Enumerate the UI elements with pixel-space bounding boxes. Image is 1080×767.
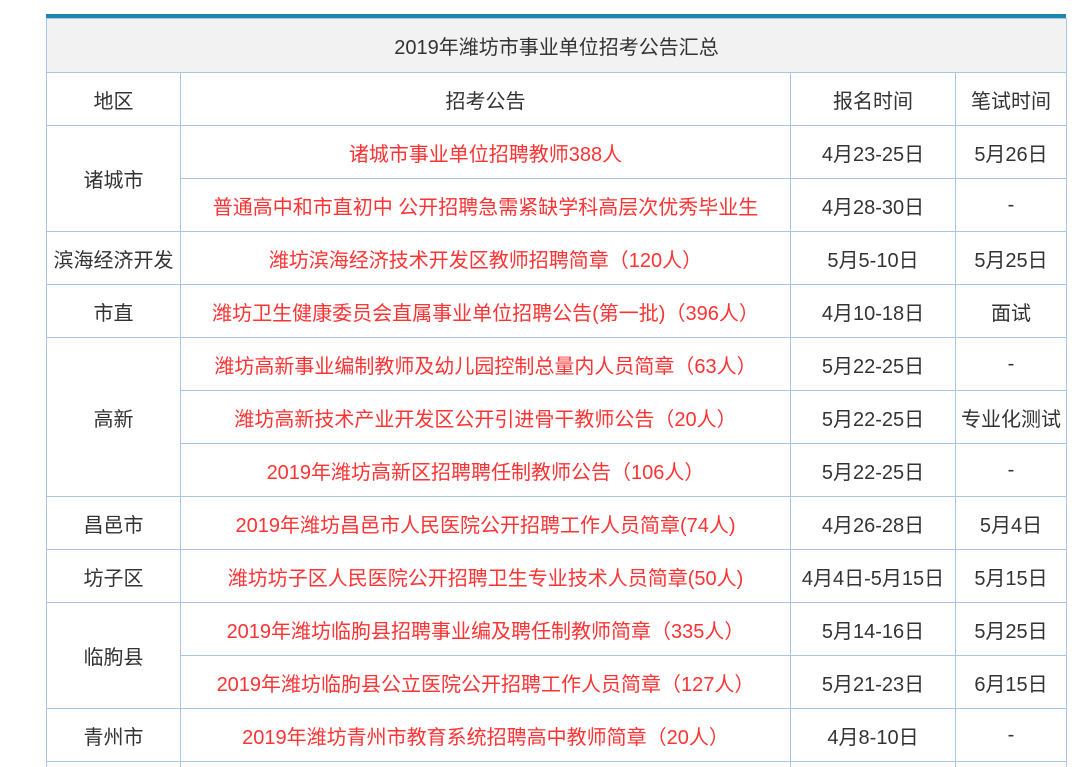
announcement-link[interactable]: 潍坊高新技术产业开发区公开引进骨干教师公告（20人） (180, 390, 791, 444)
signup-time-cell: 4月28-30日 (790, 178, 956, 232)
column-header-exam-time: 笔试时间 (955, 72, 1067, 126)
exam-time-cell: 面试 (955, 284, 1067, 338)
signup-time-cell: 4月8-10日 (790, 708, 956, 762)
announcement-link[interactable]: 潍坊卫生健康委员会直属事业单位招聘公告(第一批)（396人） (180, 284, 791, 338)
column-header-signup-time: 报名时间 (790, 72, 956, 126)
table-row: 高新 潍坊高新事业编制教师及幼儿园控制总量内人员简章（63人） 5月22-25日… (46, 337, 1067, 497)
region-cell: 临朐县 (46, 602, 181, 709)
region-cell: 市直 (46, 284, 181, 338)
column-header-region: 地区 (46, 72, 181, 126)
region-cell: 昌邑市 (46, 496, 181, 550)
signup-time-cell: 5月14-16日 (790, 602, 956, 656)
table-row: 2019年潍坊高新区招聘聘任制教师公告（106人） 5月22-25日 - (47, 443, 1067, 497)
announcement-link[interactable]: 2019年潍坊昌邑市人民医院公开招聘工作人员简章(74人) (180, 496, 791, 550)
announcement-link[interactable]: 2019年潍坊临朐县公立医院公开招聘工作人员简章（127人） (180, 655, 791, 709)
region-cell: 高新 (46, 337, 181, 497)
announcement-link[interactable]: 潍坊坊子区人民医院公开招聘卫生专业技术人员简章(50人) (180, 549, 791, 603)
table-row: 滨海经济开发 潍坊滨海经济技术开发区教师招聘简章（120人） 5月5-10日 5… (46, 231, 1067, 285)
exam-time-cell: 专业化测试 (955, 390, 1067, 444)
table-row: 普通高中和市直初中 公开招聘急需紧缺学科高层次优秀毕业生 4月28-30日 - (47, 178, 1067, 232)
region-cell: 滨海经济开发 (46, 231, 181, 285)
region-cell: 青州市 (46, 708, 181, 762)
column-header-announcement: 招考公告 (180, 72, 791, 126)
table-row: 潍坊高新技术产业开发区公开引进骨干教师公告（20人） 5月22-25日 专业化测… (47, 390, 1067, 444)
signup-time-cell: 5月21-23日 (790, 655, 956, 709)
announcement-link[interactable]: 诸城市事业单位招聘教师388人 (180, 125, 791, 179)
exam-time-cell (955, 761, 1067, 767)
announcement-link[interactable]: 2019年潍坊高新区招聘聘任制教师公告（106人） (180, 443, 791, 497)
signup-time-cell: 4月26-28日 (790, 496, 956, 550)
table-row: 坊子区 潍坊坊子区人民医院公开招聘卫生专业技术人员简章(50人) 4月4日-5月… (46, 549, 1067, 603)
table-row: 2019年潍坊临朐县公立医院公开招聘工作人员简章（127人） 5月21-23日 … (47, 655, 1067, 709)
exam-time-cell: - (955, 337, 1067, 391)
exam-time-cell: 5月25日 (955, 602, 1067, 656)
recruitment-table-container: 2019年潍坊市事业单位招考公告汇总 地区 招考公告 报名时间 笔试时间 诸城市… (46, 14, 1067, 767)
announcement-link[interactable]: 普通高中和市直初中 公开招聘急需紧缺学科高层次优秀毕业生 (180, 178, 791, 232)
recruitment-table: 2019年潍坊市事业单位招考公告汇总 地区 招考公告 报名时间 笔试时间 诸城市… (46, 18, 1067, 767)
exam-time-cell: - (955, 443, 1067, 497)
signup-time-cell: 5月22-25日 (790, 337, 956, 391)
region-cell: 诸城市 (46, 125, 181, 232)
exam-time-cell: 5月25日 (955, 231, 1067, 285)
table-row: 临朐县 2019年潍坊临朐县招聘事业编及聘任制教师简章（335人） 5月14-1… (46, 602, 1067, 709)
exam-time-cell: 5月26日 (955, 125, 1067, 179)
table-row-clipped (46, 761, 1067, 767)
exam-time-cell: - (955, 708, 1067, 762)
exam-time-cell: 5月4日 (955, 496, 1067, 550)
announcement-link[interactable]: 潍坊高新事业编制教师及幼儿园控制总量内人员简章（63人） (180, 337, 791, 391)
table-row: 昌邑市 2019年潍坊昌邑市人民医院公开招聘工作人员简章(74人) 4月26-2… (46, 496, 1067, 550)
signup-time-cell: 4月10-18日 (790, 284, 956, 338)
table-header-row: 地区 招考公告 报名时间 笔试时间 (46, 72, 1067, 126)
announcement-link[interactable]: 潍坊滨海经济技术开发区教师招聘简章（120人） (180, 231, 791, 285)
exam-time-cell: 5月15日 (955, 549, 1067, 603)
table-title-row: 2019年潍坊市事业单位招考公告汇总 (46, 18, 1067, 73)
table-row: 诸城市 诸城市事业单位招聘教师388人 4月23-25日 5月26日 (46, 125, 1067, 232)
top-accent-bar (46, 14, 1066, 18)
signup-time-cell: 5月22-25日 (790, 443, 956, 497)
region-cell: 坊子区 (46, 549, 181, 603)
region-cell (46, 761, 181, 767)
exam-time-cell: - (955, 178, 1067, 232)
signup-time-cell (790, 761, 956, 767)
announcement-cell (180, 761, 791, 767)
table-title: 2019年潍坊市事业单位招考公告汇总 (46, 18, 1067, 73)
table-row: 青州市 2019年潍坊青州市教育系统招聘高中教师简章（20人） 4月8-10日 … (46, 708, 1067, 762)
signup-time-cell: 4月4日-5月15日 (790, 549, 956, 603)
signup-time-cell: 5月22-25日 (790, 390, 956, 444)
exam-time-cell: 6月15日 (955, 655, 1067, 709)
signup-time-cell: 5月5-10日 (790, 231, 956, 285)
announcement-link[interactable]: 2019年潍坊青州市教育系统招聘高中教师简章（20人） (180, 708, 791, 762)
signup-time-cell: 4月23-25日 (790, 125, 956, 179)
announcement-link[interactable]: 2019年潍坊临朐县招聘事业编及聘任制教师简章（335人） (180, 602, 791, 656)
table-row: 市直 潍坊卫生健康委员会直属事业单位招聘公告(第一批)（396人） 4月10-1… (46, 284, 1067, 338)
